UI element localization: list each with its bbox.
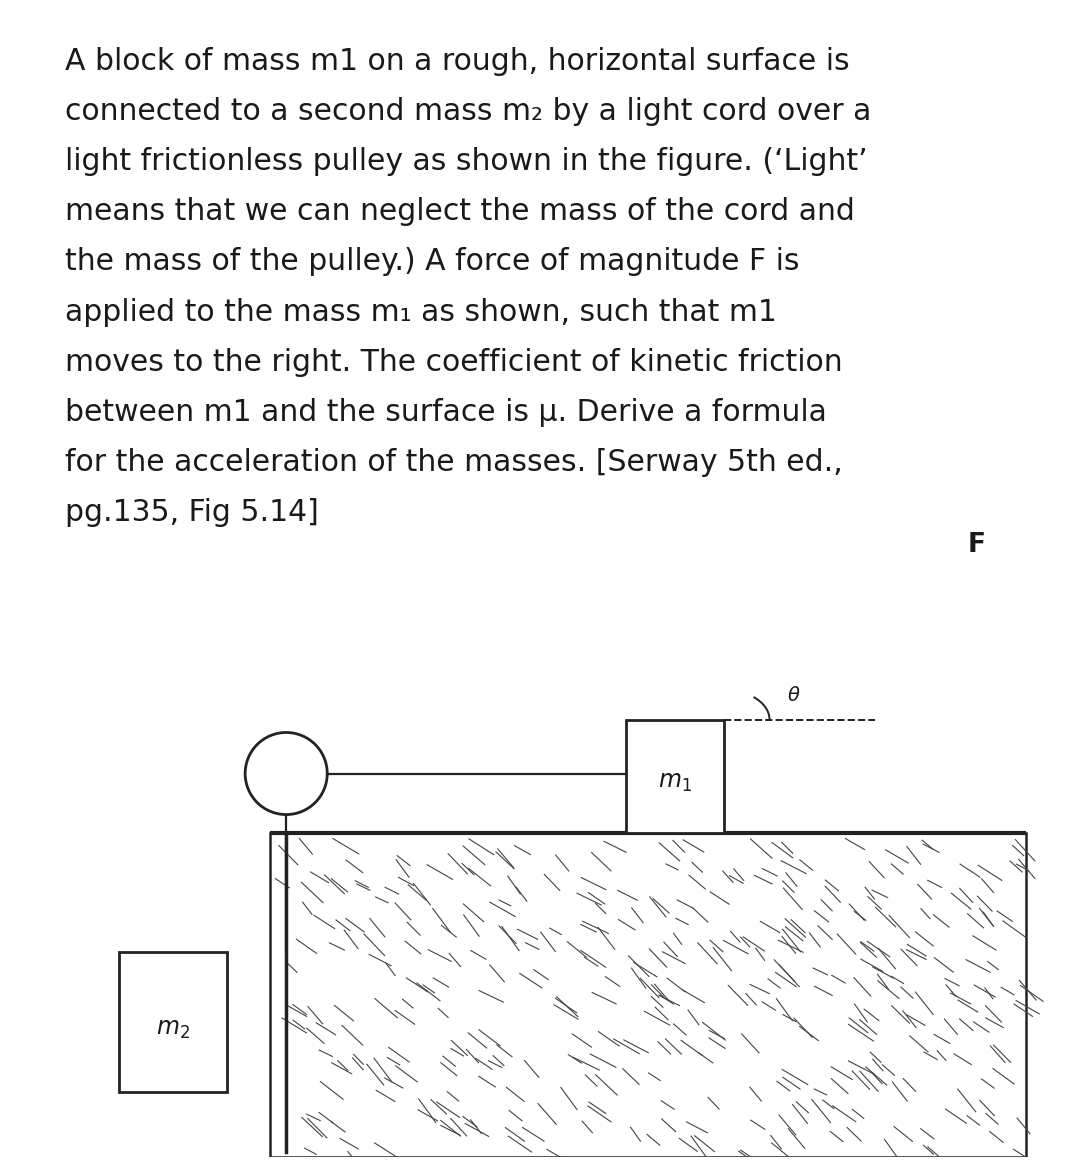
Text: $m_1$: $m_1$ — [658, 770, 692, 794]
Text: between m1 and the surface is μ. Derive a formula: between m1 and the surface is μ. Derive … — [65, 398, 826, 427]
Text: A block of mass m1 on a rough, horizontal surface is: A block of mass m1 on a rough, horizonta… — [65, 47, 850, 76]
Text: the mass of the pulley.) A force of magnitude F is: the mass of the pulley.) A force of magn… — [65, 247, 799, 277]
Text: for the acceleration of the masses. [Serway 5th ed.,: for the acceleration of the masses. [Ser… — [65, 448, 842, 477]
Text: $m_2$: $m_2$ — [156, 1016, 190, 1041]
Text: applied to the mass m₁ as shown, such that m1: applied to the mass m₁ as shown, such th… — [65, 298, 777, 327]
Text: moves to the right. The coefficient of kinetic friction: moves to the right. The coefficient of k… — [65, 348, 842, 377]
Text: pg.135, Fig 5.14]: pg.135, Fig 5.14] — [65, 498, 319, 527]
Text: connected to a second mass m₂ by a light cord over a: connected to a second mass m₂ by a light… — [65, 97, 872, 126]
Bar — [270, 833, 1026, 1156]
Text: $\theta$: $\theta$ — [787, 686, 800, 705]
Text: F: F — [968, 532, 985, 558]
Text: light frictionless pulley as shown in the figure. (‘Light’: light frictionless pulley as shown in th… — [65, 147, 867, 176]
Bar — [626, 720, 724, 833]
Text: means that we can neglect the mass of the cord and: means that we can neglect the mass of th… — [65, 197, 854, 226]
Bar — [119, 952, 227, 1092]
